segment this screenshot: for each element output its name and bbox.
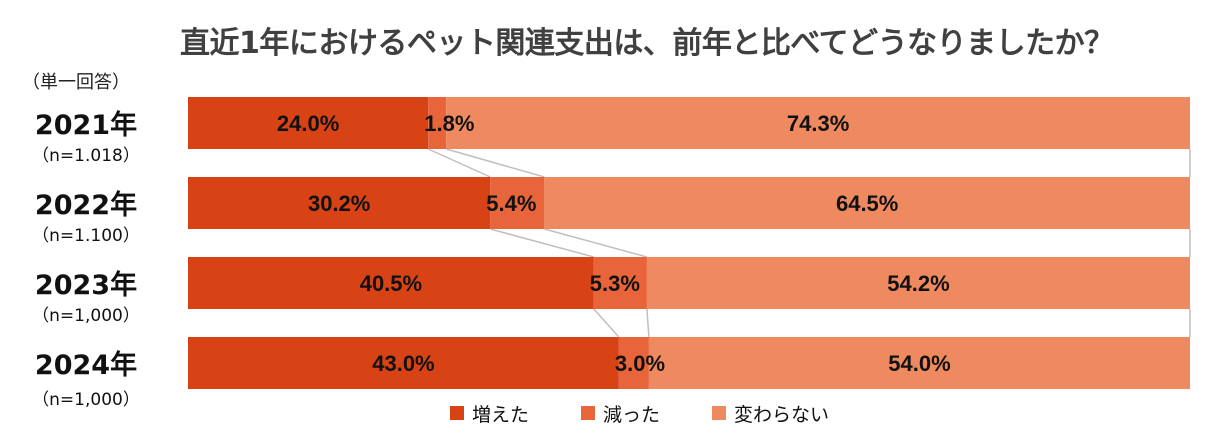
legend-label-increased: 増えた bbox=[472, 403, 530, 426]
data-label-unchanged: 74.3% bbox=[787, 111, 849, 136]
data-label-decreased: 5.3% bbox=[590, 271, 640, 296]
sample-size-2022: （n=1.100） bbox=[32, 226, 140, 246]
connector-line-2-2 bbox=[544, 228, 648, 258]
year-label-2021: 2021年 bbox=[34, 110, 138, 141]
bar-row-2024年: 43.0% 3.0% 54.0% bbox=[188, 337, 1190, 389]
bar-segment-increased bbox=[188, 257, 594, 309]
chart-title: 直近1年におけるペット関連支出は、前年と比べてどうなりましたか？ bbox=[180, 26, 1114, 61]
connector-lines bbox=[427, 148, 1191, 338]
data-label-unchanged: 64.5% bbox=[836, 191, 898, 216]
year-label-2022: 2022年 bbox=[34, 190, 138, 221]
data-label-increased: 40.5% bbox=[360, 271, 422, 296]
sample-size-2024: （n=1,000） bbox=[32, 390, 140, 410]
sample-size-2023: （n=1,000） bbox=[32, 306, 140, 326]
chart-legend: 増えた 減った 変わらない bbox=[450, 398, 881, 428]
bar-segment-decreased bbox=[593, 257, 647, 309]
connector-line-1-2 bbox=[446, 148, 545, 178]
bar-segment-unchanged bbox=[446, 97, 1190, 149]
data-label-decreased: 1.8% bbox=[424, 111, 474, 136]
legend-item-increased: 増えた bbox=[450, 400, 529, 427]
sample-size-2021: （n=1.018） bbox=[32, 146, 140, 166]
year-label-2024: 2024年 bbox=[34, 350, 138, 381]
data-label-unchanged: 54.0% bbox=[888, 351, 950, 376]
legend-swatch-increased bbox=[450, 406, 464, 420]
bar-segment-increased bbox=[188, 177, 491, 229]
year-label-2023: 2023年 bbox=[34, 270, 138, 301]
data-label-unchanged: 54.2% bbox=[887, 271, 949, 296]
bar-segment-unchanged bbox=[646, 257, 1190, 309]
bar-segment-increased bbox=[188, 97, 429, 149]
connector-line-1-1 bbox=[427, 148, 491, 178]
chart-subtitle: （単一回答） bbox=[22, 72, 130, 93]
bar-segment-decreased bbox=[428, 97, 447, 149]
connector-line-2-1 bbox=[490, 228, 595, 258]
legend-item-unchanged: 変わらない bbox=[712, 400, 829, 427]
bar-segment-unchanged bbox=[544, 177, 1190, 229]
legend-swatch-decreased bbox=[581, 406, 596, 420]
connector-line-3-1 bbox=[593, 308, 620, 338]
bar-row-2022年: 30.2% 5.4% 64.5% bbox=[188, 177, 1190, 229]
connector-line-3-2 bbox=[646, 308, 650, 338]
bar-row-2021年: 24.0% 1.8% 74.3% bbox=[188, 97, 1190, 149]
legend-item-decreased: 減った bbox=[581, 400, 660, 427]
data-label-increased: 30.2% bbox=[308, 191, 370, 216]
data-label-decreased: 5.4% bbox=[486, 191, 536, 216]
data-label-increased: 43.0% bbox=[372, 351, 434, 376]
bar-segment-increased bbox=[188, 337, 619, 389]
data-label-decreased: 3.0% bbox=[615, 351, 665, 376]
bar-segment-decreased bbox=[490, 177, 545, 229]
bar-row-2023年: 40.5% 5.3% 54.2% bbox=[188, 257, 1190, 309]
data-label-increased: 24.0% bbox=[277, 111, 339, 136]
legend-swatch-unchanged bbox=[712, 406, 727, 420]
legend-label-decreased: 減った bbox=[603, 403, 661, 426]
legend-label-unchanged: 変わらない bbox=[734, 403, 830, 426]
bar-segment-unchanged bbox=[648, 337, 1190, 389]
bar-segment-decreased bbox=[618, 337, 649, 389]
